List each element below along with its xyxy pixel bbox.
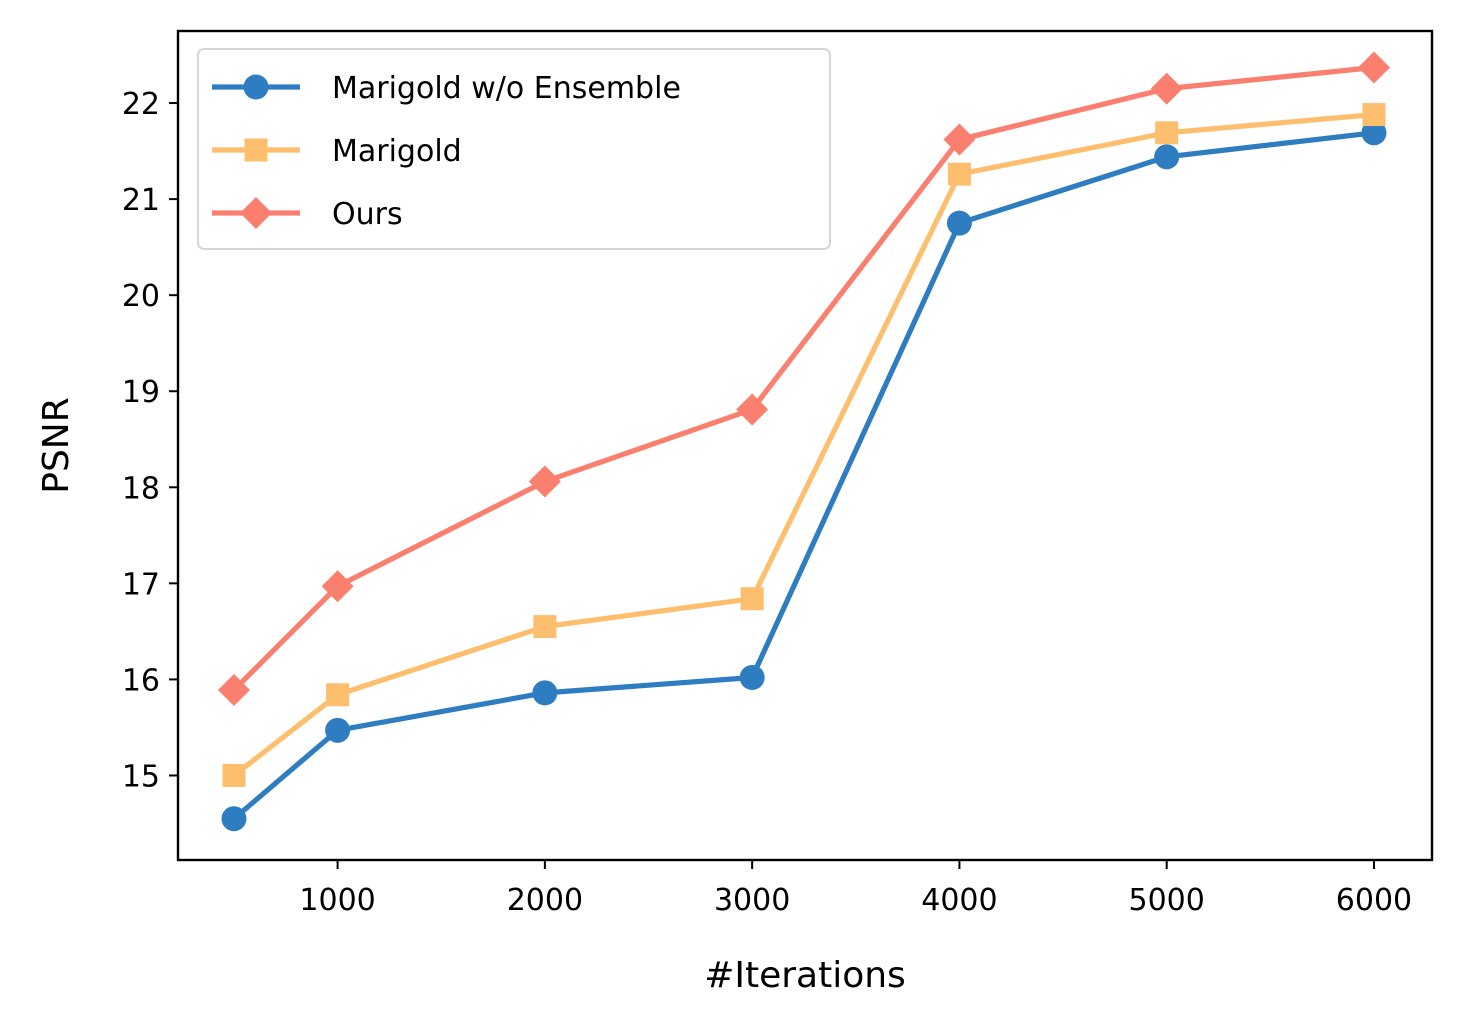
series-2 <box>222 103 1386 787</box>
legend-label: Marigold <box>332 134 462 169</box>
x-tick-label: 4000 <box>921 883 997 918</box>
legend-item: Marigold w/o Ensemble <box>212 71 681 106</box>
data-point <box>946 210 972 236</box>
data-point <box>1357 51 1390 84</box>
data-point <box>1155 121 1179 145</box>
legend-label: Ours <box>332 197 403 232</box>
data-point <box>217 673 250 706</box>
data-point <box>528 465 561 498</box>
data-point <box>1150 72 1183 105</box>
y-tick-label: 20 <box>122 279 160 314</box>
data-point <box>736 393 769 426</box>
x-axis-label: #Iterations <box>704 955 906 996</box>
data-point <box>222 763 246 787</box>
data-point <box>533 615 557 639</box>
series-3 <box>217 51 1390 706</box>
y-tick-label: 19 <box>122 375 160 410</box>
data-point <box>740 587 764 611</box>
y-tick-label: 17 <box>122 567 160 602</box>
data-point <box>1361 120 1387 146</box>
y-axis-ticks: 15 16 17 18 19 20 21 22 <box>122 87 178 794</box>
y-tick-label: 18 <box>122 471 160 506</box>
x-axis-ticks: 1000 2000 3000 4000 5000 6000 <box>299 860 1412 918</box>
y-tick-label: 22 <box>122 87 160 122</box>
data-point <box>321 570 354 603</box>
x-tick-label: 1000 <box>299 883 375 918</box>
y-tick-label: 16 <box>122 663 160 698</box>
series-1 <box>221 120 1387 832</box>
y-axis-label: PSNR <box>36 397 77 494</box>
legend: Marigold w/o Ensemble Marigold Ours <box>197 48 831 250</box>
legend-label: Marigold w/o Ensemble <box>332 71 681 106</box>
x-tick-label: 6000 <box>1336 883 1412 918</box>
data-point <box>739 664 765 690</box>
legend-item: Marigold <box>212 134 462 169</box>
data-point <box>947 162 971 186</box>
legend-item: Ours <box>212 197 403 232</box>
legend-marker <box>243 74 269 100</box>
plot-area-frame <box>176 29 1434 862</box>
data-point <box>221 806 247 832</box>
x-tick-label: 3000 <box>714 883 790 918</box>
y-tick-label: 15 <box>122 759 160 794</box>
data-point <box>532 680 558 706</box>
legend-marker <box>240 197 272 229</box>
legend-marker <box>244 138 268 162</box>
legend-box <box>197 48 831 250</box>
data-point <box>325 717 351 743</box>
data-point <box>326 683 350 707</box>
data-point <box>1362 103 1386 127</box>
data-point <box>943 123 976 156</box>
data-point <box>1154 144 1180 170</box>
y-tick-label: 21 <box>122 183 160 218</box>
series-layer <box>217 51 1390 832</box>
x-tick-label: 5000 <box>1129 883 1205 918</box>
x-tick-label: 2000 <box>507 883 583 918</box>
